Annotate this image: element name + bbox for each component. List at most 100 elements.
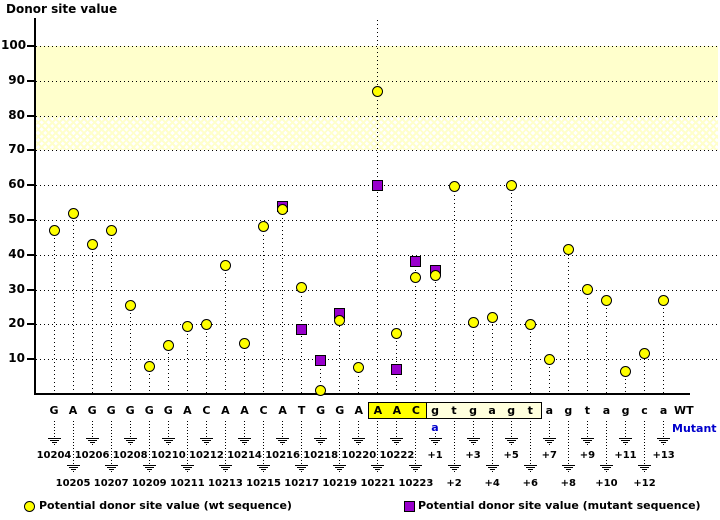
arrowhead-icon <box>542 438 556 439</box>
sequence-base: G <box>49 404 59 417</box>
leader-line <box>472 421 474 438</box>
sequence-base: C <box>411 404 420 417</box>
arrowhead-icon <box>582 440 592 441</box>
arrowhead-icon <box>468 440 478 441</box>
arrowhead-icon <box>510 444 512 445</box>
sequence-base: G <box>335 404 345 417</box>
y-tick <box>27 149 34 152</box>
stem <box>472 322 474 394</box>
arrowhead-icon <box>487 467 497 468</box>
wt-point <box>600 294 612 306</box>
sequence-base: a <box>545 404 554 417</box>
arrowhead-icon <box>144 467 154 468</box>
leader-line <box>320 421 322 438</box>
position-label: 10208 <box>112 450 148 461</box>
wt-point <box>124 299 136 311</box>
arrowhead-icon <box>146 469 152 470</box>
sequence-base: G <box>144 404 154 417</box>
position-label: 10206 <box>74 450 110 461</box>
position-label: +7 <box>541 450 557 461</box>
arrowhead-icon <box>640 467 650 468</box>
stem <box>129 305 131 394</box>
position-label: 10211 <box>169 478 205 489</box>
stem <box>205 324 207 394</box>
leader-line <box>434 433 436 438</box>
sequence-base: A <box>392 404 402 417</box>
wt-point <box>486 311 498 323</box>
position-label: +2 <box>446 478 462 489</box>
arrowhead-icon <box>222 469 228 470</box>
legend-wt-marker-icon <box>24 501 35 512</box>
arrowhead-icon <box>466 438 480 439</box>
arrowhead-icon <box>186 471 188 472</box>
arrowhead-icon <box>320 444 322 445</box>
mutant-row-label: Mutant <box>672 422 717 435</box>
mutant-point <box>315 355 327 367</box>
y-axis-line <box>34 18 36 395</box>
leader-line <box>244 421 245 438</box>
arrowhead-icon <box>565 469 571 470</box>
stem <box>72 213 74 394</box>
leader-line <box>148 421 150 465</box>
arrowhead-icon <box>371 465 385 466</box>
wt-point <box>239 338 250 350</box>
arrowhead-icon <box>623 442 628 443</box>
arrowhead-icon <box>49 440 59 441</box>
mutant-point <box>372 179 384 191</box>
arrowhead-icon <box>580 438 594 439</box>
sequence-base: t <box>584 404 591 417</box>
arrowhead-icon <box>432 442 438 443</box>
arrowhead-icon <box>47 438 61 439</box>
position-label: 10207 <box>93 478 129 489</box>
y-tick <box>27 114 34 117</box>
arrowhead-icon <box>356 442 362 443</box>
stem <box>415 261 417 394</box>
leader-line <box>453 421 455 465</box>
leader-line <box>377 421 379 465</box>
mutant-point <box>296 324 308 336</box>
arrowhead-icon <box>544 440 554 441</box>
arrowhead-icon <box>447 465 461 466</box>
arrowhead-icon <box>301 471 303 472</box>
arrowhead-icon <box>434 444 436 445</box>
grid-line <box>36 80 718 82</box>
sequence-base: A <box>240 404 249 417</box>
arrowhead-icon <box>394 442 400 443</box>
position-label: 10204 <box>36 450 72 461</box>
arrowhead-icon <box>89 442 95 443</box>
arrowhead-icon <box>314 438 328 439</box>
sequence-base: G <box>106 404 116 417</box>
wt-point <box>467 317 479 329</box>
arrowhead-icon <box>165 442 171 443</box>
stem <box>605 300 607 394</box>
arrowhead-icon <box>392 440 402 441</box>
position-label: 10212 <box>188 450 224 461</box>
stem <box>301 287 303 394</box>
arrowhead-icon <box>449 467 459 468</box>
wt-point <box>372 85 384 97</box>
arrowhead-icon <box>548 444 550 445</box>
sequence-base: A <box>68 404 78 417</box>
y-tick <box>27 358 34 361</box>
chart-title: Donor site value <box>6 2 118 16</box>
wt-point <box>410 271 422 283</box>
arrowhead-icon <box>263 471 265 472</box>
leader-line <box>110 421 112 465</box>
arrowhead-icon <box>85 438 99 439</box>
position-label: 10222 <box>379 450 415 461</box>
arrowhead-icon <box>485 465 499 466</box>
stem <box>358 367 360 394</box>
wt-point <box>334 315 346 327</box>
arrowhead-icon <box>333 465 347 466</box>
arrowhead-icon <box>451 469 457 470</box>
wt-point <box>105 224 117 236</box>
grid-line <box>36 254 718 256</box>
wt-point <box>524 318 536 330</box>
arrowhead-icon <box>567 471 569 472</box>
y-tick-label: 20 <box>8 316 25 331</box>
leader-line <box>548 421 550 438</box>
arrowhead-icon <box>161 438 175 439</box>
position-label: 10216 <box>265 450 300 461</box>
arrowhead-icon <box>316 440 326 441</box>
arrowhead-icon <box>318 442 324 443</box>
